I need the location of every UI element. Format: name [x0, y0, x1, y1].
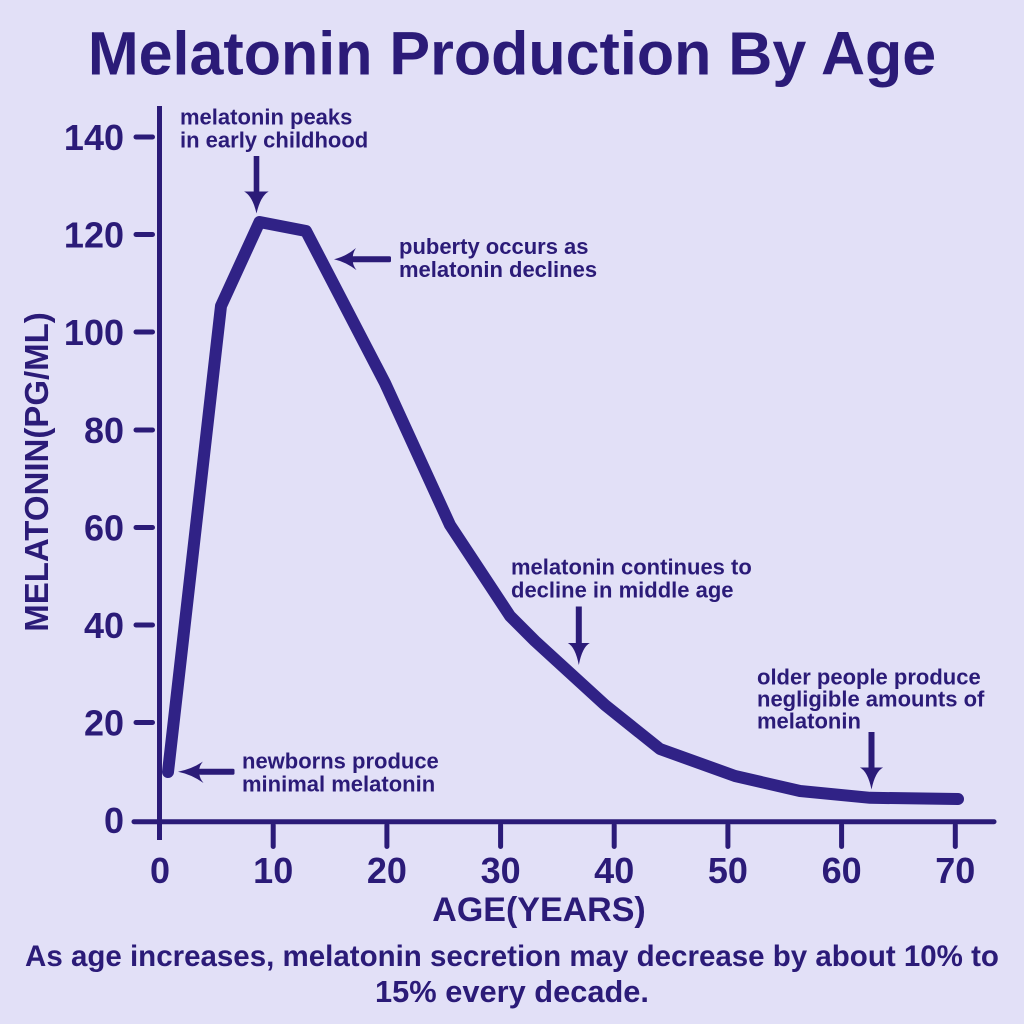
svg-text:30: 30	[481, 850, 521, 891]
svg-text:MELATONIN(PG/ML): MELATONIN(PG/ML)	[18, 312, 55, 632]
svg-text:Melatonin Production By Age: Melatonin Production By Age	[88, 20, 936, 88]
svg-text:40: 40	[594, 850, 634, 891]
svg-text:20: 20	[367, 850, 407, 891]
svg-text:newborns produce: newborns produce	[242, 749, 439, 774]
svg-text:20: 20	[84, 703, 124, 744]
svg-text:140: 140	[64, 117, 124, 158]
svg-text:As age increases, melatonin se: As age increases, melatonin secretion ma…	[25, 940, 999, 973]
svg-text:50: 50	[708, 850, 748, 891]
svg-text:10: 10	[253, 850, 293, 891]
svg-text:70: 70	[935, 850, 975, 891]
svg-text:AGE(YEARS): AGE(YEARS)	[432, 891, 645, 929]
svg-text:120: 120	[64, 215, 124, 256]
svg-text:0: 0	[104, 800, 124, 841]
svg-text:melatonin: melatonin	[757, 709, 861, 734]
svg-text:15% every decade.: 15% every decade.	[375, 974, 649, 1009]
svg-text:0: 0	[150, 850, 170, 891]
svg-text:melatonin peaks: melatonin peaks	[180, 105, 352, 130]
svg-text:older people produce: older people produce	[757, 665, 981, 690]
svg-text:melatonin continues to: melatonin continues to	[511, 554, 752, 579]
svg-text:negligible amounts of: negligible amounts of	[757, 687, 985, 712]
svg-text:80: 80	[84, 410, 124, 451]
svg-text:in early childhood: in early childhood	[180, 128, 368, 153]
svg-text:puberty occurs as: puberty occurs as	[399, 234, 589, 259]
svg-text:60: 60	[822, 850, 862, 891]
svg-text:decline in middle age: decline in middle age	[511, 578, 734, 603]
svg-text:minimal melatonin: minimal melatonin	[242, 772, 435, 797]
svg-text:melatonin declines: melatonin declines	[399, 257, 597, 282]
svg-text:60: 60	[84, 508, 124, 549]
svg-text:40: 40	[84, 605, 124, 646]
svg-text:100: 100	[64, 312, 124, 353]
